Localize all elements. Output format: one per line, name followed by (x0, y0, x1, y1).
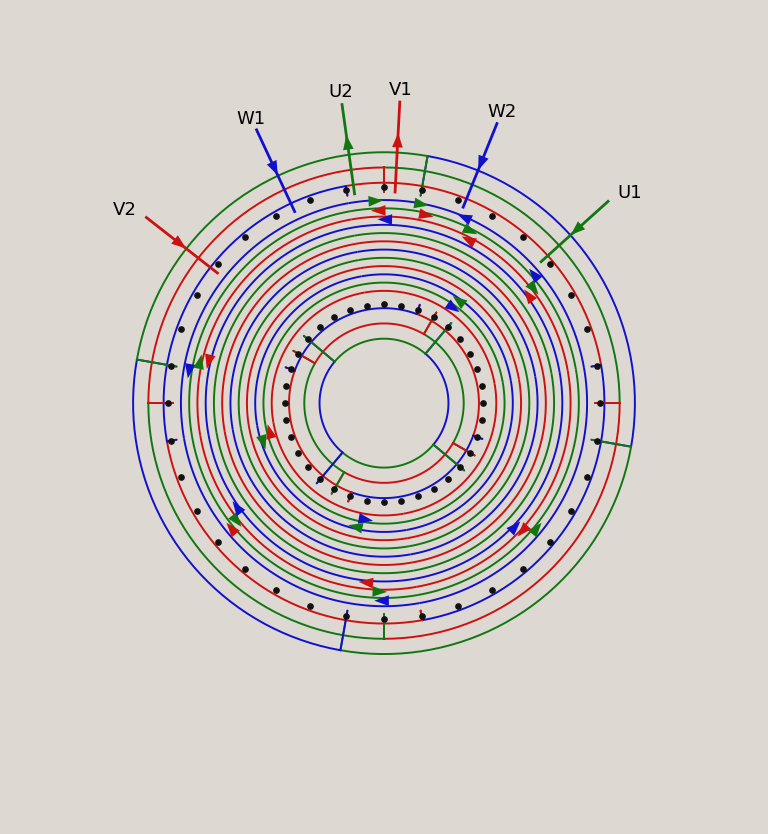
Polygon shape (378, 214, 392, 225)
Polygon shape (343, 135, 353, 150)
Polygon shape (205, 354, 216, 369)
Polygon shape (227, 523, 240, 537)
Polygon shape (171, 235, 186, 249)
Polygon shape (478, 154, 488, 170)
Polygon shape (462, 223, 477, 234)
Polygon shape (266, 160, 278, 175)
Polygon shape (359, 578, 373, 589)
Polygon shape (419, 208, 434, 219)
Text: W2: W2 (487, 103, 516, 121)
Polygon shape (413, 198, 429, 208)
Text: U2: U2 (328, 83, 353, 101)
Polygon shape (528, 523, 541, 537)
Polygon shape (358, 513, 373, 524)
Polygon shape (506, 521, 521, 535)
Polygon shape (371, 205, 386, 216)
Polygon shape (369, 196, 383, 207)
Text: V1: V1 (389, 81, 412, 98)
Polygon shape (524, 289, 537, 304)
Polygon shape (445, 299, 459, 312)
Polygon shape (194, 354, 204, 369)
Polygon shape (266, 425, 276, 440)
Polygon shape (462, 236, 477, 248)
Polygon shape (348, 523, 363, 534)
Polygon shape (372, 586, 387, 596)
Polygon shape (233, 501, 245, 516)
Text: V2: V2 (113, 201, 137, 219)
Polygon shape (518, 522, 531, 536)
Polygon shape (525, 280, 538, 294)
Polygon shape (257, 434, 266, 450)
Polygon shape (392, 133, 402, 148)
Polygon shape (185, 363, 196, 379)
Polygon shape (452, 296, 468, 309)
Polygon shape (458, 214, 473, 225)
Polygon shape (529, 269, 542, 284)
Polygon shape (228, 512, 241, 527)
Polygon shape (374, 595, 389, 606)
Polygon shape (571, 221, 585, 235)
Text: W1: W1 (237, 109, 266, 128)
Text: U1: U1 (617, 184, 642, 202)
